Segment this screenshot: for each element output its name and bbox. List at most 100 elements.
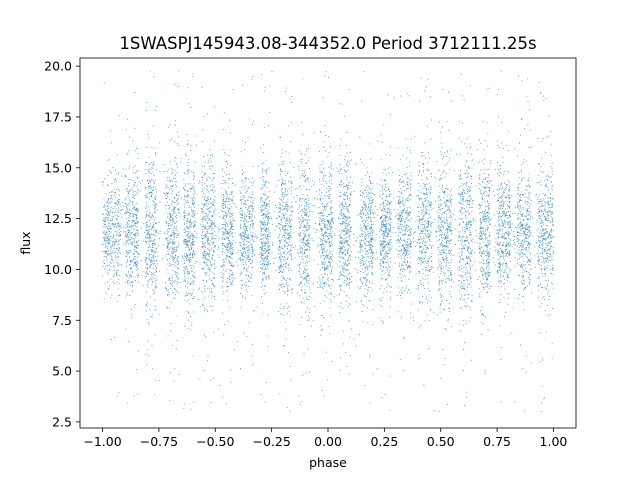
data-point — [129, 239, 131, 241]
data-point — [302, 169, 304, 172]
data-point — [153, 255, 155, 257]
data-point — [186, 254, 188, 256]
data-point — [176, 261, 178, 263]
data-point — [283, 183, 285, 185]
data-point — [342, 186, 344, 188]
data-point — [466, 261, 468, 263]
data-point — [497, 212, 499, 215]
data-point — [285, 263, 287, 265]
data-point — [171, 180, 173, 182]
data-point — [327, 241, 329, 243]
data-point — [527, 277, 529, 279]
data-point — [467, 263, 469, 265]
data-point — [151, 281, 153, 283]
data-point — [345, 280, 347, 282]
data-point — [148, 255, 150, 257]
data-point — [445, 155, 448, 157]
data-point — [439, 261, 441, 263]
data-point — [249, 205, 252, 207]
data-point — [486, 220, 488, 222]
data-point — [129, 250, 131, 252]
data-point — [381, 305, 383, 308]
data-point — [426, 213, 428, 215]
data-point — [151, 192, 153, 194]
data-point — [501, 208, 504, 210]
data-point — [169, 124, 171, 126]
data-point — [421, 174, 423, 176]
data-point — [497, 184, 499, 186]
data-point — [365, 250, 367, 252]
data-point — [175, 348, 177, 350]
data-point — [111, 294, 113, 296]
data-point — [243, 220, 245, 223]
data-point — [412, 236, 415, 239]
data-point — [458, 187, 460, 189]
data-point — [112, 208, 114, 210]
data-point — [467, 138, 469, 140]
data-point — [113, 273, 115, 275]
data-point — [302, 173, 304, 175]
data-point — [111, 259, 113, 261]
data-point — [136, 256, 139, 258]
data-point — [500, 201, 503, 203]
data-point — [430, 268, 432, 270]
data-point — [250, 215, 252, 217]
data-point — [291, 214, 293, 216]
data-point — [522, 271, 524, 273]
data-point — [280, 264, 282, 266]
data-point — [286, 285, 288, 288]
data-point — [552, 198, 554, 200]
data-point — [361, 228, 363, 230]
data-point — [344, 215, 346, 217]
data-point — [442, 88, 444, 91]
data-point — [154, 248, 156, 250]
data-point — [446, 214, 448, 216]
data-point — [386, 291, 388, 293]
data-point — [470, 260, 472, 262]
data-point — [508, 194, 510, 196]
data-point — [429, 308, 432, 310]
data-point — [357, 272, 359, 274]
data-point — [165, 253, 167, 255]
data-point — [268, 275, 270, 277]
data-point — [421, 209, 423, 211]
data-point — [343, 231, 345, 233]
data-point — [527, 202, 529, 204]
data-point — [171, 275, 173, 277]
data-point — [300, 215, 303, 217]
data-point — [540, 93, 542, 95]
data-point — [356, 237, 359, 239]
data-point — [331, 199, 333, 202]
data-point — [167, 295, 169, 297]
data-point — [365, 220, 367, 222]
data-point — [262, 237, 265, 239]
data-point — [466, 185, 468, 187]
data-point — [361, 162, 363, 164]
data-point — [465, 236, 467, 239]
data-point — [279, 233, 281, 236]
data-point — [432, 271, 434, 273]
data-point — [320, 228, 322, 230]
data-point — [343, 330, 345, 332]
data-point — [327, 195, 329, 197]
data-point — [282, 198, 285, 200]
data-point — [498, 175, 500, 177]
data-point — [407, 253, 410, 255]
data-point — [166, 269, 168, 271]
data-point — [299, 232, 301, 234]
data-point — [448, 91, 450, 93]
data-point — [131, 270, 133, 272]
data-point — [538, 217, 540, 219]
data-point — [145, 291, 148, 293]
data-point — [481, 266, 483, 268]
data-point — [342, 214, 345, 216]
data-point — [503, 316, 505, 318]
data-point — [243, 255, 245, 257]
data-point — [321, 234, 323, 236]
data-point — [462, 299, 464, 301]
data-point — [397, 223, 399, 225]
data-point — [263, 249, 266, 251]
data-point — [442, 266, 445, 268]
data-point — [248, 206, 250, 208]
data-point — [137, 188, 139, 190]
